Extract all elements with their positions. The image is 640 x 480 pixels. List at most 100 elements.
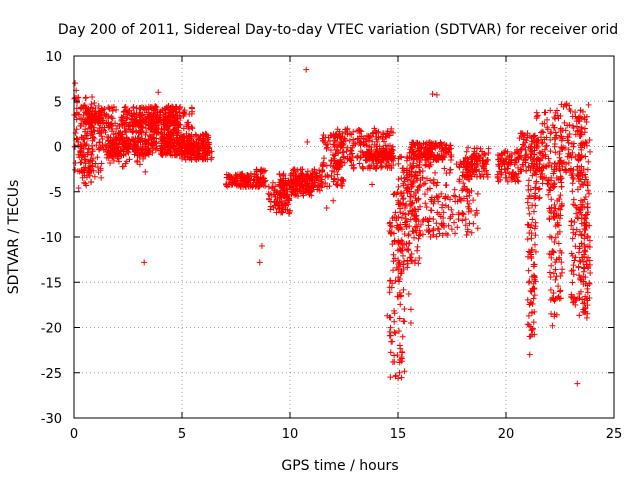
data-point bbox=[395, 176, 402, 183]
data-point bbox=[409, 164, 416, 171]
data-point bbox=[336, 128, 343, 135]
data-point bbox=[90, 167, 97, 174]
data-point bbox=[552, 276, 559, 283]
data-point bbox=[432, 169, 439, 176]
data-point bbox=[94, 164, 101, 171]
data-point bbox=[128, 136, 135, 143]
data-point bbox=[74, 168, 81, 175]
data-point bbox=[548, 129, 555, 136]
data-point bbox=[391, 318, 398, 325]
data-point bbox=[163, 131, 170, 138]
outlier-point bbox=[574, 380, 581, 387]
data-point bbox=[405, 181, 412, 188]
data-point bbox=[569, 188, 576, 195]
data-point bbox=[464, 226, 471, 233]
data-point bbox=[404, 260, 411, 267]
data-point bbox=[388, 284, 395, 291]
data-point bbox=[112, 130, 119, 137]
data-point bbox=[386, 228, 393, 235]
data-point bbox=[72, 94, 79, 101]
data-point bbox=[82, 132, 89, 139]
data-point bbox=[473, 207, 480, 214]
data-point bbox=[463, 231, 470, 238]
data-point bbox=[119, 141, 126, 148]
data-point bbox=[82, 94, 89, 101]
data-point bbox=[359, 149, 366, 156]
data-point bbox=[536, 194, 543, 201]
data-point bbox=[146, 132, 153, 139]
y-tick-label: -15 bbox=[41, 276, 62, 291]
data-point bbox=[275, 202, 282, 209]
data-point bbox=[145, 137, 152, 144]
data-point bbox=[145, 109, 152, 116]
data-point bbox=[132, 141, 139, 148]
data-point bbox=[394, 189, 401, 196]
data-point bbox=[85, 158, 92, 165]
data-point bbox=[278, 177, 285, 184]
data-point bbox=[333, 181, 340, 188]
data-point bbox=[431, 196, 438, 203]
data-point bbox=[205, 141, 212, 148]
data-point bbox=[546, 216, 553, 223]
data-point bbox=[105, 104, 112, 111]
data-point bbox=[414, 247, 421, 254]
data-point bbox=[73, 109, 80, 116]
data-point bbox=[422, 200, 429, 207]
data-point bbox=[584, 204, 591, 211]
data-point bbox=[90, 134, 97, 141]
data-point bbox=[354, 135, 361, 142]
data-point bbox=[269, 179, 276, 186]
data-point bbox=[334, 171, 341, 178]
data-point bbox=[170, 143, 177, 150]
data-point bbox=[397, 224, 404, 231]
data-point bbox=[279, 184, 286, 191]
data-point bbox=[230, 176, 237, 183]
data-point bbox=[325, 134, 332, 141]
data-point bbox=[316, 167, 323, 174]
data-point bbox=[88, 129, 95, 136]
data-point bbox=[186, 155, 193, 162]
data-point bbox=[398, 292, 405, 299]
data-point bbox=[364, 157, 371, 164]
data-point bbox=[75, 185, 82, 192]
data-point bbox=[556, 288, 563, 295]
data-point bbox=[375, 134, 382, 141]
data-point bbox=[265, 190, 272, 197]
data-point bbox=[546, 269, 553, 276]
data-point bbox=[174, 139, 181, 146]
data-point bbox=[525, 312, 532, 319]
data-point bbox=[298, 170, 305, 177]
data-point bbox=[104, 151, 111, 158]
data-point bbox=[232, 177, 239, 184]
data-point bbox=[415, 235, 422, 242]
data-point bbox=[88, 101, 95, 108]
y-tick-label: -20 bbox=[41, 322, 62, 337]
data-point bbox=[103, 119, 110, 126]
data-point bbox=[304, 168, 311, 175]
data-point bbox=[163, 115, 170, 122]
data-point bbox=[180, 125, 187, 132]
data-point bbox=[547, 273, 554, 280]
data-point bbox=[571, 219, 578, 226]
data-point bbox=[426, 163, 433, 170]
data-point bbox=[138, 149, 145, 156]
data-point bbox=[462, 216, 469, 223]
data-point bbox=[243, 174, 250, 181]
data-point bbox=[72, 166, 79, 173]
data-point bbox=[136, 129, 143, 136]
data-point bbox=[330, 176, 337, 183]
data-point bbox=[145, 146, 152, 153]
data-point bbox=[314, 186, 321, 193]
data-point bbox=[179, 144, 186, 151]
data-point bbox=[528, 327, 535, 334]
data-point bbox=[392, 277, 399, 284]
data-point bbox=[123, 129, 130, 136]
data-point bbox=[448, 206, 455, 213]
data-point bbox=[105, 144, 112, 151]
data-point bbox=[379, 163, 386, 170]
data-point bbox=[294, 188, 301, 195]
data-point bbox=[340, 149, 347, 156]
data-point bbox=[136, 124, 143, 131]
data-point bbox=[363, 142, 370, 149]
